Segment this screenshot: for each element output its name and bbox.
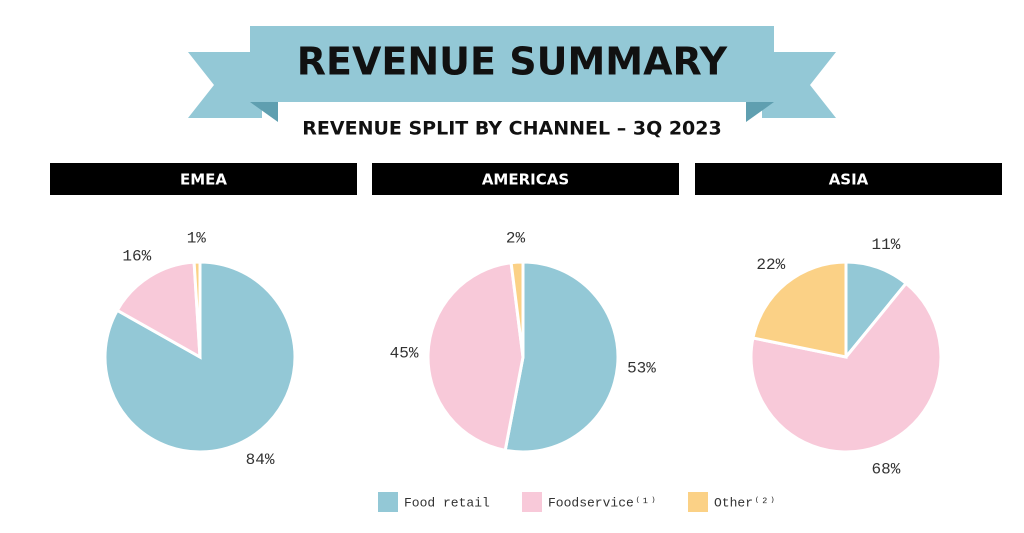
panel-header: [695, 163, 1002, 195]
ribbon-fold-left: [250, 102, 278, 122]
slice-label: 2%: [506, 229, 526, 247]
panel-title: AMERICAS: [482, 171, 569, 189]
slice-label: 84%: [246, 451, 275, 469]
ribbon-left: [188, 52, 262, 118]
pie-slice: [503, 260, 620, 454]
slice-label: 53%: [627, 359, 656, 377]
legend-swatch: [522, 492, 542, 512]
slice-label: 16%: [122, 247, 151, 265]
ribbon-right: [762, 52, 836, 118]
legend-label: Food retail: [404, 495, 490, 510]
panel-header: [50, 163, 357, 195]
panel-title: ASIA: [829, 171, 869, 189]
legend-label: Foodservice⁽¹⁾: [548, 495, 657, 510]
slice-label: 22%: [756, 256, 785, 274]
ribbon-fold-right: [746, 102, 774, 122]
slice-label: 45%: [390, 344, 419, 362]
title-banner: [250, 26, 774, 102]
pie-slice: [751, 260, 848, 359]
pie-slice: [115, 260, 202, 360]
subtitle: REVENUE SPLIT BY CHANNEL – 3Q 2023: [302, 118, 721, 140]
pie-slice: [749, 281, 943, 454]
pie-slice: [426, 261, 525, 453]
legend-label: Other⁽²⁾: [714, 495, 776, 510]
pie-slice: [103, 260, 297, 454]
title: REVENUE SUMMARY: [297, 40, 728, 84]
slice-label: 68%: [872, 460, 901, 478]
pie-slice: [509, 260, 525, 358]
legend-swatch: [688, 492, 708, 512]
panel-header: [372, 163, 679, 195]
slice-label: 11%: [872, 236, 901, 254]
slice-label: 1%: [187, 229, 207, 247]
legend-swatch: [378, 492, 398, 512]
pie-slice: [192, 260, 202, 358]
panel-title: EMEA: [180, 171, 227, 189]
